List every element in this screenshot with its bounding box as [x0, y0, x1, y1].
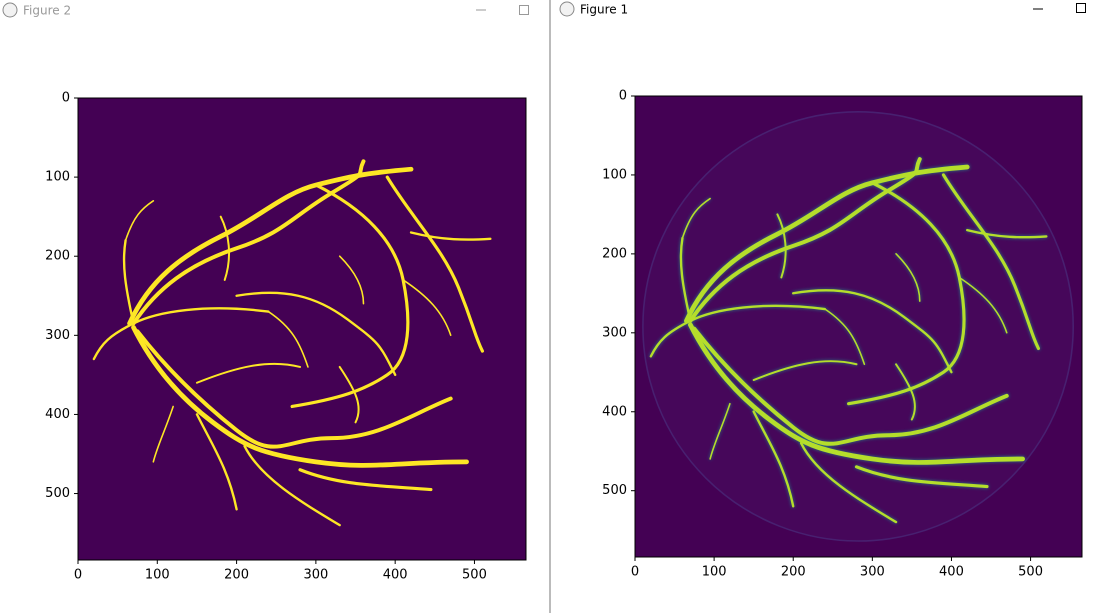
y-tick-label: 400 [602, 404, 627, 419]
x-tick-label: 200 [224, 568, 249, 583]
axes-frame [77, 97, 527, 561]
y-tick-label: 0 [619, 89, 627, 104]
y-tick-label: 400 [45, 407, 70, 422]
axes-frame [634, 95, 1083, 558]
y-tick-label: 100 [45, 170, 70, 185]
app-icon [2, 2, 18, 18]
x-tick-label: 500 [462, 568, 487, 583]
y-tick-label: 200 [602, 246, 627, 261]
x-tick-label: 500 [1018, 565, 1043, 580]
x-tick-label: 100 [702, 565, 727, 580]
y-tick-label: 0 [62, 91, 70, 106]
x-tick-label: 400 [939, 565, 964, 580]
vessel-probability [642, 110, 1075, 542]
x-tick-label: 0 [631, 565, 639, 580]
y-tick-label: 200 [45, 249, 70, 264]
maximize-button[interactable] [519, 5, 529, 15]
x-tick-label: 100 [145, 568, 170, 583]
window-title: Figure 2 [23, 4, 71, 18]
maximize-button[interactable] [1076, 3, 1086, 13]
x-tick-label: 0 [74, 568, 82, 583]
y-tick-label: 300 [602, 325, 627, 340]
x-tick-label: 300 [303, 568, 328, 583]
window-title: Figure 1 [580, 3, 628, 17]
y-tick-label: 500 [45, 486, 70, 501]
image [78, 98, 526, 560]
y-tick-label: 500 [602, 483, 627, 498]
x-tick-label: 400 [383, 568, 408, 583]
y-tick-label: 300 [45, 328, 70, 343]
x-tick-label: 200 [781, 565, 806, 580]
app-icon [559, 1, 575, 17]
x-tick-label: 300 [860, 565, 885, 580]
y-tick-label: 100 [602, 167, 627, 182]
